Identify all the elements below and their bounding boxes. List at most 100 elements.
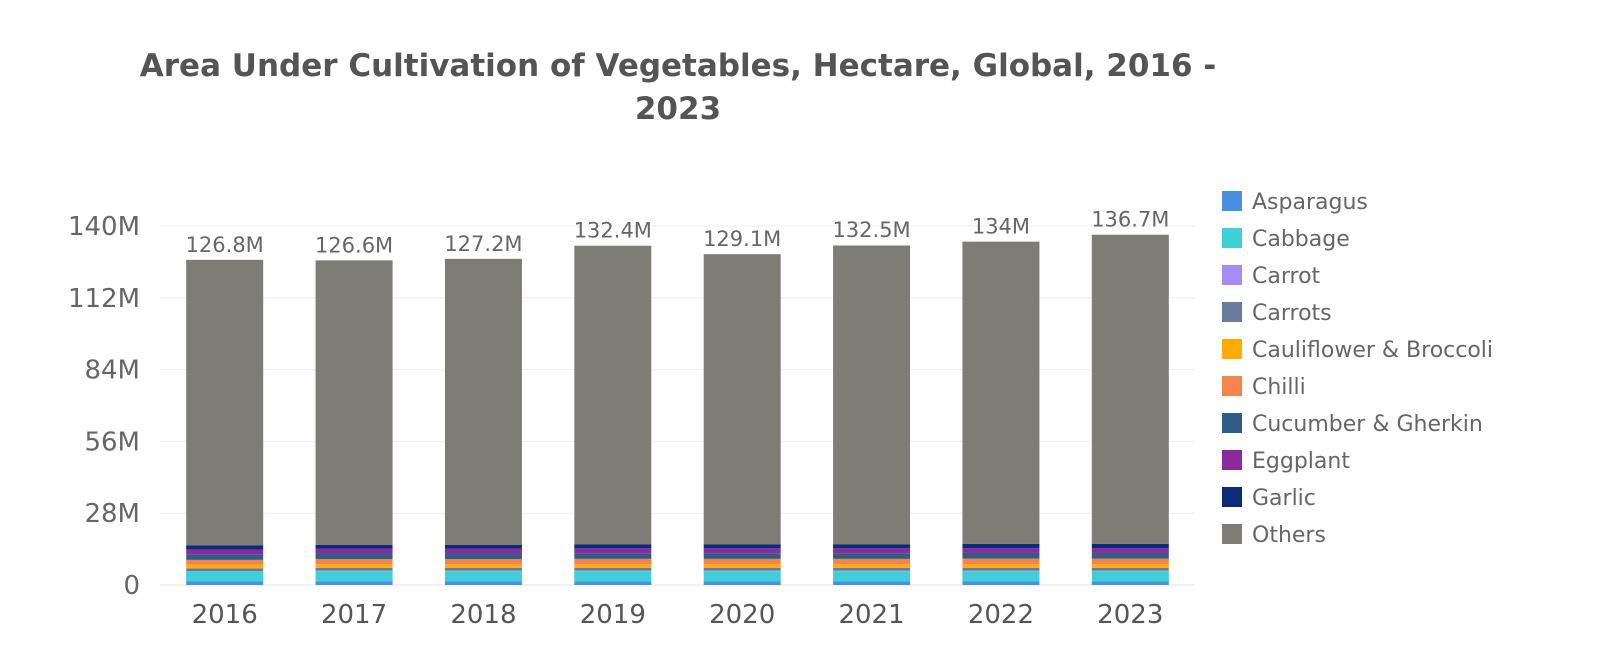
bar-segment-chilli <box>703 558 781 565</box>
legend-swatch <box>1222 524 1242 544</box>
bar-segment-others <box>186 259 264 546</box>
bar-segment-carrot <box>574 570 652 572</box>
bar-stack-2019 <box>574 245 652 585</box>
bar-segment-cabbage <box>186 571 264 582</box>
bar-total-label: 129.1M <box>703 227 781 251</box>
bar-segment-cauliflower-broccoli <box>1091 564 1169 568</box>
bar-segment-carrot <box>1091 570 1169 572</box>
bar-segment-garlic <box>703 544 781 549</box>
y-tick-label: 84M <box>84 356 140 386</box>
bar-segment-others <box>444 258 522 545</box>
legend-item[interactable]: Cabbage <box>1222 227 1350 252</box>
bar-segment-cucumber-gherkin <box>1091 552 1169 559</box>
bar-segment-cauliflower-broccoli <box>444 564 522 568</box>
x-tick-label: 2022 <box>968 600 1034 630</box>
bar-segment-others <box>962 241 1040 544</box>
bar-segment-chilli <box>833 558 911 565</box>
legend-item[interactable]: Carrots <box>1222 301 1332 326</box>
bar-segment-eggplant <box>962 548 1040 553</box>
bar-segment-asparagus <box>574 581 652 585</box>
x-tick-label: 2023 <box>1097 600 1163 630</box>
legend-label: Cucumber & Gherkin <box>1252 412 1483 437</box>
legend-item[interactable]: Asparagus <box>1222 190 1368 215</box>
legend-swatch <box>1222 413 1242 433</box>
legend-swatch <box>1222 191 1242 211</box>
bar-segment-asparagus <box>1091 581 1169 585</box>
bar-segment-cauliflower-broccoli <box>703 564 781 568</box>
bar-segment-cucumber-gherkin <box>703 553 781 559</box>
bar-segment-garlic <box>186 545 264 550</box>
legend-item[interactable]: Cucumber & Gherkin <box>1222 412 1483 437</box>
legend-item[interactable]: Chilli <box>1222 375 1306 400</box>
legend-label: Carrot <box>1252 264 1321 289</box>
y-tick-label: 56M <box>84 427 140 457</box>
bar-segment-carrot <box>315 570 393 572</box>
legend-label: Chilli <box>1252 375 1306 400</box>
legend-label: Garlic <box>1252 486 1316 511</box>
bar-segment-cucumber-gherkin <box>962 552 1040 559</box>
legend-item[interactable]: Cauliflower & Broccoli <box>1222 338 1493 363</box>
legend-item[interactable]: Eggplant <box>1222 449 1350 474</box>
y-tick-label: 0 <box>123 571 140 601</box>
gridlines <box>160 225 1195 586</box>
legend-swatch <box>1222 376 1242 396</box>
legend-swatch <box>1222 339 1242 359</box>
bar-segment-cabbage <box>574 571 652 582</box>
bar-segment-carrots <box>703 567 781 571</box>
bar-segment-garlic <box>444 544 522 549</box>
legend-label: Carrots <box>1252 301 1332 326</box>
legend-item[interactable]: Carrot <box>1222 264 1321 289</box>
x-tick-label: 2019 <box>580 600 646 630</box>
bars: 126.8M 126.6M 127.2M 132.4M 129.1M 132.5M 134M… <box>186 207 1169 585</box>
legend-swatch <box>1222 487 1242 507</box>
bar-stack-2017 <box>315 260 393 585</box>
bar-segment-carrots <box>574 567 652 571</box>
bar-segment-garlic <box>962 543 1040 549</box>
bar-segment-eggplant <box>574 548 652 554</box>
bar-segment-chilli <box>315 559 393 565</box>
legend-item[interactable]: Others <box>1222 523 1326 548</box>
bar-segment-eggplant <box>186 549 264 555</box>
bar-segment-carrots <box>315 567 393 571</box>
bar-total-label: 126.6M <box>315 233 393 257</box>
bar-segment-carrots <box>186 568 264 572</box>
chart-title-line-2: 2023 <box>635 91 721 127</box>
bar-segment-cucumber-gherkin <box>444 553 522 560</box>
bar-segment-cabbage <box>444 571 522 582</box>
bar-segment-asparagus <box>186 581 264 585</box>
legend-swatch <box>1222 228 1242 248</box>
bar-segment-garlic <box>315 544 393 549</box>
bar-segment-cauliflower-broccoli <box>962 564 1040 568</box>
bar-segment-carrot <box>833 570 911 572</box>
bar-segment-eggplant <box>833 548 911 554</box>
legend-item[interactable]: Garlic <box>1222 486 1316 511</box>
bar-segment-chilli <box>444 559 522 565</box>
bar-segment-cauliflower-broccoli <box>315 564 393 568</box>
bar-total-label: 136.7M <box>1091 207 1169 231</box>
bar-segment-chilli <box>962 558 1040 565</box>
legend-label: Cabbage <box>1252 227 1350 252</box>
x-tick-label: 2017 <box>321 600 387 630</box>
bar-segment-carrot <box>962 570 1040 572</box>
bar-stack-2016 <box>186 259 264 585</box>
bar-segment-cabbage <box>1091 571 1169 582</box>
bar-segment-eggplant <box>315 548 393 554</box>
bar-segment-cucumber-gherkin <box>833 553 911 559</box>
bar-total-label: 132.5M <box>832 218 910 242</box>
bar-total-label: 126.8M <box>186 233 264 257</box>
bar-segment-carrots <box>833 567 911 571</box>
bar-segment-eggplant <box>1091 548 1169 553</box>
bar-total-label: 132.4M <box>574 218 652 242</box>
bar-stack-2022 <box>962 241 1040 585</box>
legend-swatch <box>1222 265 1242 285</box>
bar-segment-carrots <box>962 567 1040 571</box>
bar-segment-cucumber-gherkin <box>186 554 264 560</box>
bar-segment-cabbage <box>703 571 781 582</box>
bar-segment-others <box>574 245 652 545</box>
bar-segment-asparagus <box>962 581 1040 585</box>
bar-segment-asparagus <box>315 581 393 585</box>
legend-swatch <box>1222 450 1242 470</box>
x-tick-label: 2018 <box>450 600 516 630</box>
